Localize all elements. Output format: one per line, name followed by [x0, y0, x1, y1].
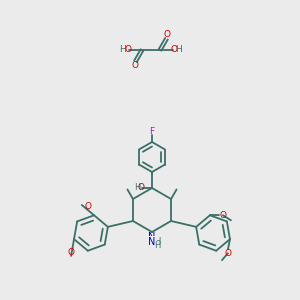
Text: O: O [170, 46, 178, 55]
Text: H: H [120, 46, 126, 55]
Text: H: H [154, 242, 160, 250]
Text: F: F [149, 127, 154, 136]
Text: O: O [132, 61, 139, 70]
Text: H: H [154, 236, 160, 245]
Text: O: O [137, 182, 145, 191]
Text: O: O [124, 46, 131, 55]
Text: N: N [148, 237, 156, 247]
Text: O: O [84, 202, 92, 211]
Text: H: H [176, 46, 182, 55]
Text: O: O [224, 249, 232, 258]
Text: O: O [164, 30, 171, 39]
Text: O: O [219, 211, 226, 220]
Text: O: O [68, 248, 75, 256]
Text: H: H [134, 182, 140, 191]
Text: N: N [148, 232, 156, 242]
